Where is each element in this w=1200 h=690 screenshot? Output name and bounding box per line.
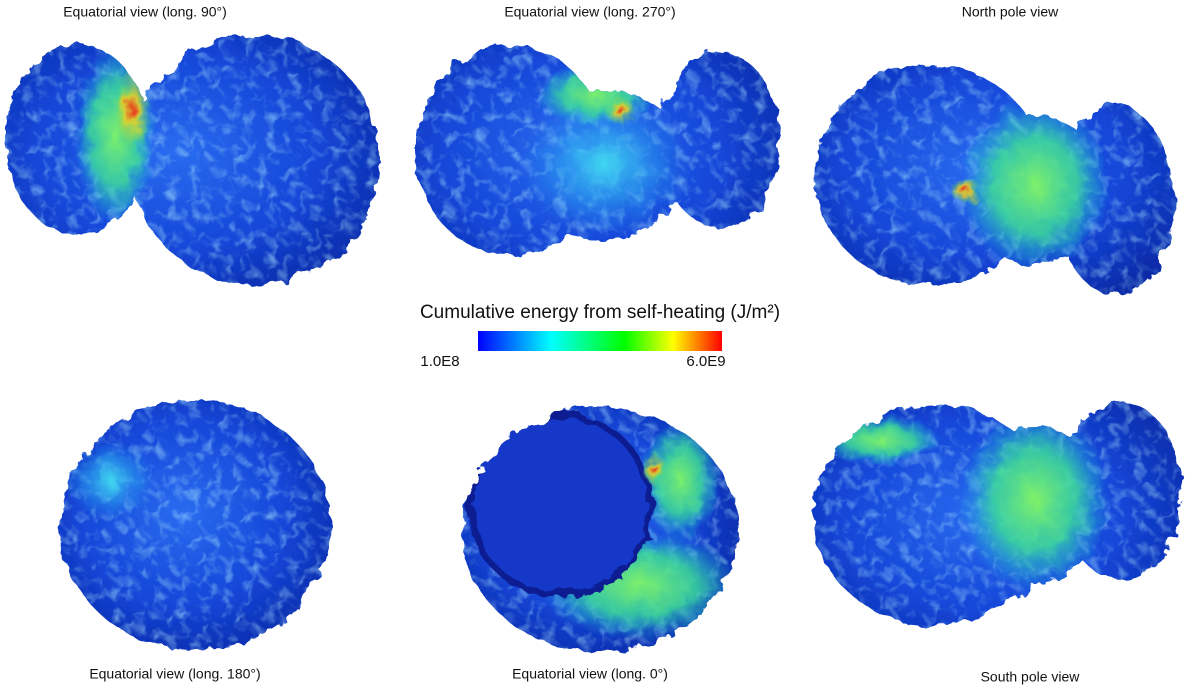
comet-render [60, 400, 330, 650]
panel-label: Equatorial view (long. 270°) [504, 4, 675, 20]
panel-label: Equatorial view (long. 90°) [63, 4, 227, 20]
panel-label: South pole view [981, 669, 1081, 685]
comet-render [813, 402, 1182, 625]
comet-render [462, 408, 738, 652]
comet-render [6, 35, 380, 285]
colorbar-title: Cumulative energy from self-heating (J/m… [420, 302, 780, 323]
panel-label: Equatorial view (long. 180°) [89, 666, 260, 682]
colorbar-min-label: 1.0E8 [420, 353, 459, 370]
comet-render [815, 65, 1173, 295]
panel-label: North pole view [962, 4, 1059, 20]
colorbar [478, 331, 722, 351]
colorbar-max-label: 6.0E9 [686, 353, 725, 370]
comet-render [415, 45, 780, 255]
panel-label: Equatorial view (long. 0°) [512, 666, 668, 682]
